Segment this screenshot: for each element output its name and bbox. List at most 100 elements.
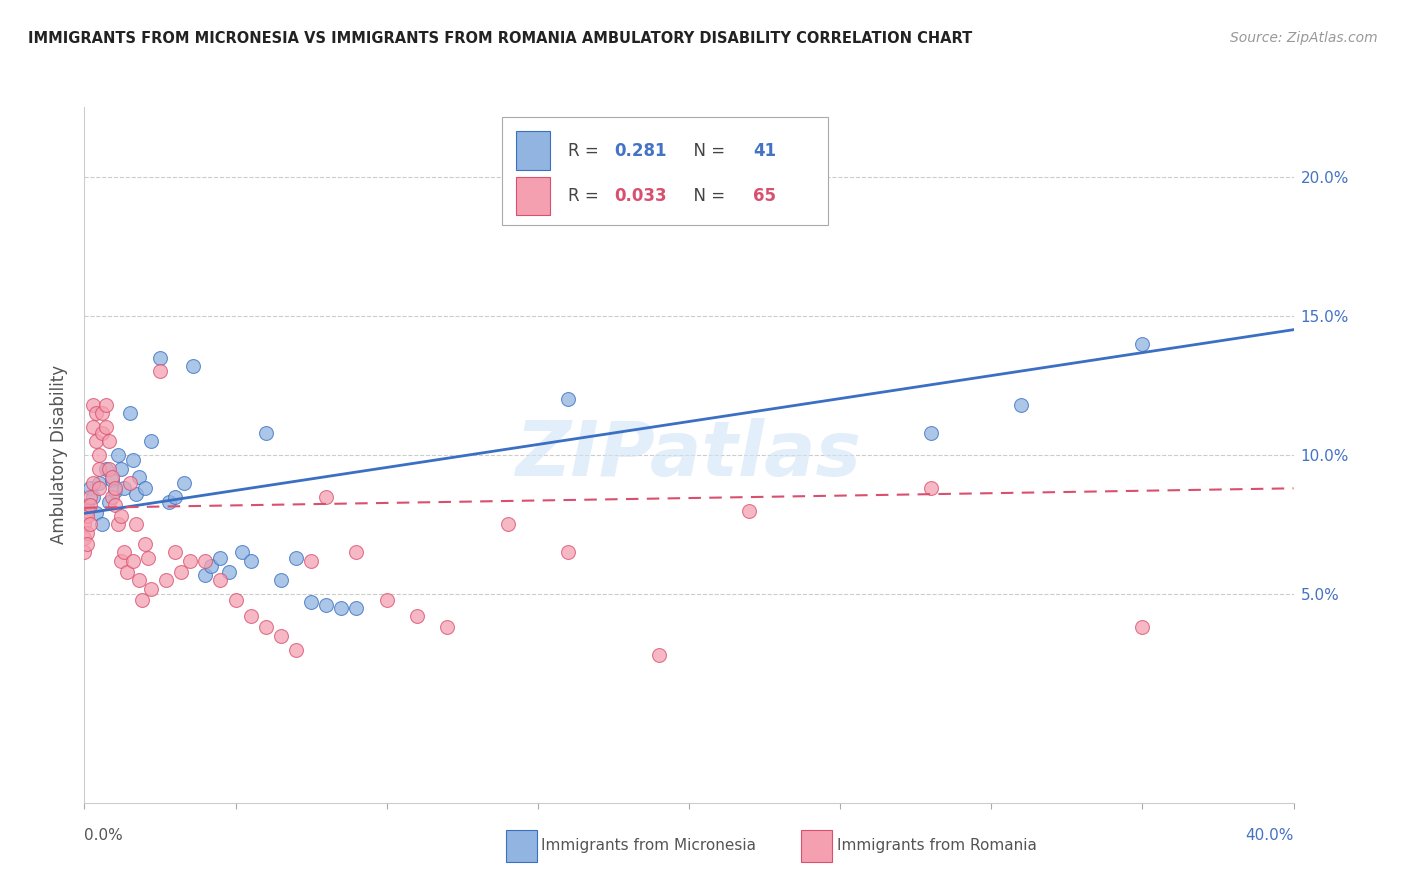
Point bbox=[112, 481, 135, 495]
Point bbox=[139, 582, 162, 596]
Point bbox=[179, 554, 201, 568]
Point bbox=[436, 620, 458, 634]
Point bbox=[406, 609, 429, 624]
Point bbox=[200, 559, 222, 574]
Point bbox=[1011, 398, 1033, 412]
Point bbox=[79, 498, 101, 512]
Point bbox=[97, 462, 120, 476]
Text: 0.033: 0.033 bbox=[614, 187, 666, 205]
Point bbox=[165, 545, 187, 559]
Point bbox=[149, 364, 172, 378]
Point bbox=[125, 487, 148, 501]
Point bbox=[557, 392, 579, 407]
Text: Immigrants from Romania: Immigrants from Romania bbox=[837, 838, 1036, 853]
Point bbox=[97, 434, 120, 448]
Text: 0.0%: 0.0% bbox=[84, 828, 124, 843]
Point bbox=[107, 448, 129, 462]
Text: 0.281: 0.281 bbox=[614, 142, 666, 160]
Point bbox=[270, 629, 292, 643]
Point bbox=[89, 462, 111, 476]
Point bbox=[104, 481, 127, 495]
Point bbox=[100, 470, 122, 484]
FancyBboxPatch shape bbox=[502, 118, 828, 226]
Point bbox=[170, 565, 193, 579]
Point bbox=[239, 554, 262, 568]
Point bbox=[125, 517, 148, 532]
Point bbox=[134, 537, 156, 551]
Point bbox=[76, 498, 98, 512]
Point bbox=[375, 592, 398, 607]
Point bbox=[115, 565, 138, 579]
Point bbox=[225, 592, 247, 607]
Point bbox=[920, 425, 942, 440]
Point bbox=[86, 406, 108, 420]
Point bbox=[112, 545, 135, 559]
Point bbox=[557, 545, 579, 559]
Point bbox=[76, 537, 98, 551]
Point bbox=[155, 573, 177, 587]
Point bbox=[239, 609, 262, 624]
Point bbox=[73, 545, 96, 559]
Point bbox=[91, 517, 114, 532]
Point bbox=[134, 481, 156, 495]
Point bbox=[181, 359, 204, 373]
Point bbox=[285, 642, 308, 657]
FancyBboxPatch shape bbox=[516, 131, 550, 169]
Point bbox=[346, 601, 368, 615]
Point bbox=[218, 565, 240, 579]
Point bbox=[128, 573, 150, 587]
Point bbox=[139, 434, 162, 448]
Text: R =: R = bbox=[568, 187, 605, 205]
Point bbox=[194, 567, 217, 582]
Point bbox=[94, 398, 117, 412]
Point bbox=[89, 475, 111, 490]
Point bbox=[121, 453, 143, 467]
Point bbox=[173, 475, 195, 490]
Point bbox=[76, 525, 98, 540]
Point bbox=[86, 434, 108, 448]
Point bbox=[254, 425, 277, 440]
Point bbox=[299, 554, 322, 568]
Point bbox=[121, 554, 143, 568]
Point bbox=[1130, 336, 1153, 351]
Point bbox=[315, 598, 337, 612]
Point bbox=[82, 420, 104, 434]
Text: 41: 41 bbox=[754, 142, 776, 160]
Point bbox=[194, 554, 217, 568]
Point bbox=[315, 490, 337, 504]
Point bbox=[110, 509, 132, 524]
Point bbox=[100, 473, 122, 487]
Point bbox=[94, 420, 117, 434]
Point bbox=[100, 490, 122, 504]
Point bbox=[110, 554, 132, 568]
Text: N =: N = bbox=[683, 142, 730, 160]
Point bbox=[285, 550, 308, 565]
Point bbox=[231, 545, 253, 559]
Point bbox=[118, 475, 141, 490]
Point bbox=[97, 495, 120, 509]
Point bbox=[82, 398, 104, 412]
Point bbox=[330, 601, 353, 615]
Point bbox=[254, 620, 277, 634]
Text: N =: N = bbox=[683, 187, 730, 205]
Text: IMMIGRANTS FROM MICRONESIA VS IMMIGRANTS FROM ROMANIA AMBULATORY DISABILITY CORR: IMMIGRANTS FROM MICRONESIA VS IMMIGRANTS… bbox=[28, 31, 973, 46]
Point bbox=[76, 509, 98, 524]
Point bbox=[82, 490, 104, 504]
Point bbox=[496, 517, 519, 532]
Point bbox=[738, 503, 761, 517]
Point bbox=[73, 517, 96, 532]
Point bbox=[299, 595, 322, 609]
Point bbox=[76, 503, 98, 517]
Point bbox=[209, 550, 232, 565]
Point bbox=[128, 470, 150, 484]
Point bbox=[346, 545, 368, 559]
Point bbox=[110, 462, 132, 476]
Text: 65: 65 bbox=[754, 187, 776, 205]
Point bbox=[107, 517, 129, 532]
Point bbox=[104, 484, 127, 499]
Point bbox=[73, 532, 96, 546]
Point bbox=[79, 490, 101, 504]
Point bbox=[270, 573, 292, 587]
Y-axis label: Ambulatory Disability: Ambulatory Disability bbox=[51, 366, 69, 544]
Point bbox=[94, 462, 117, 476]
